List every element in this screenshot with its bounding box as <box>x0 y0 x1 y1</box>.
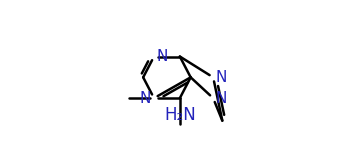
Text: H₂N: H₂N <box>164 106 196 124</box>
Text: N: N <box>140 91 151 106</box>
Text: N: N <box>216 91 227 106</box>
Text: N: N <box>216 70 227 85</box>
Text: N: N <box>156 49 167 64</box>
